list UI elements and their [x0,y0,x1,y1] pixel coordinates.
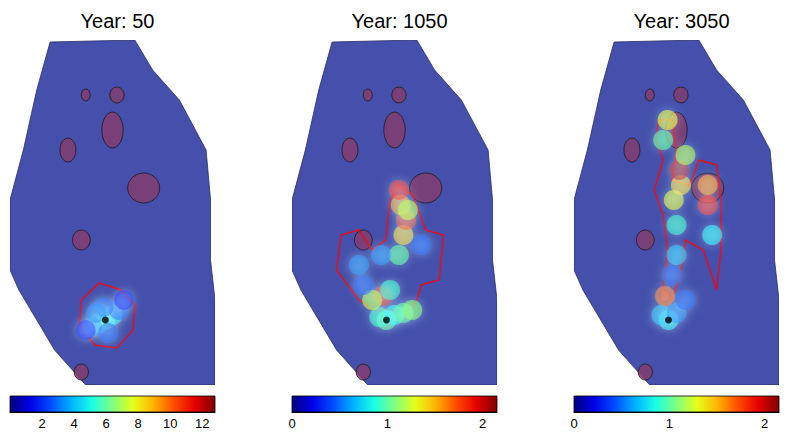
svg-text:8: 8 [135,416,142,431]
svg-text:2: 2 [38,416,45,431]
svg-text:10: 10 [163,416,177,431]
svg-text:0: 0 [570,416,577,431]
svg-text:2: 2 [479,416,486,431]
svg-text:1: 1 [666,416,673,431]
svg-text:6: 6 [102,416,109,431]
svg-text:4: 4 [70,416,77,431]
svg-text:Year: 50: Year: 50 [81,10,155,32]
svg-text:2: 2 [761,416,768,431]
svg-text:Year: 1050: Year: 1050 [351,10,447,32]
svg-text:0: 0 [288,416,295,431]
svg-text:1: 1 [384,416,391,431]
svg-text:12: 12 [195,416,209,431]
svg-text:Year: 3050: Year: 3050 [633,10,729,32]
